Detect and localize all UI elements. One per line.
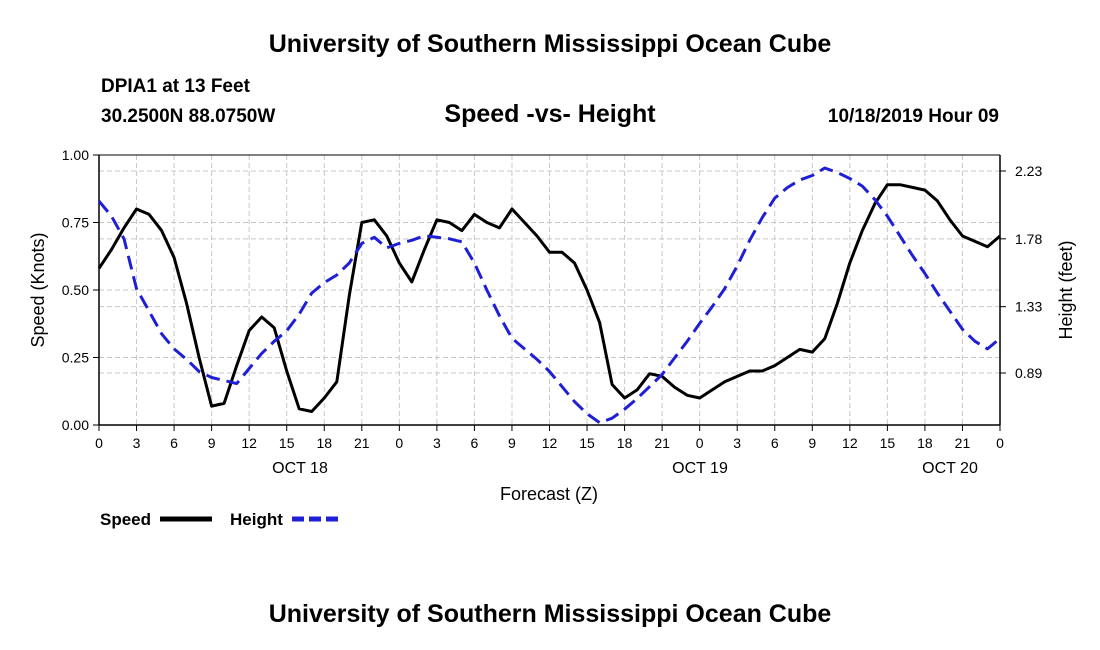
x-tick-label: 21 <box>354 435 370 451</box>
x-tick-label: 9 <box>508 435 516 451</box>
x-tick-label: 0 <box>395 435 403 451</box>
legend-height-label: Height <box>230 510 283 529</box>
y2-tick-label: 2.23 <box>1015 163 1042 179</box>
y2-tick-label: 0.89 <box>1015 365 1042 381</box>
x-tick-label: 9 <box>208 435 216 451</box>
x-tick-label: 0 <box>95 435 103 451</box>
y-tick-label: 0.50 <box>62 282 89 298</box>
x-tick-label: 15 <box>880 435 896 451</box>
x-tick-label: 12 <box>842 435 858 451</box>
bottom-title: University of Southern Mississippi Ocean… <box>268 600 832 628</box>
x-tick-label: 18 <box>917 435 933 451</box>
x-tick-label: 3 <box>133 435 141 451</box>
x-tick-label: 6 <box>170 435 178 451</box>
speed-series-line <box>97 183 1001 413</box>
y2-axis-title: Height (feet) <box>1056 240 1076 339</box>
y-tick-label: 0.25 <box>62 350 89 366</box>
x-tick-label: 0 <box>696 435 704 451</box>
y2-tick-label: 1.33 <box>1015 299 1042 315</box>
x-tick-label: 9 <box>808 435 816 451</box>
x-tick-label: 3 <box>433 435 441 451</box>
x-tick-label: 21 <box>654 435 670 451</box>
x-tick-label: 15 <box>279 435 295 451</box>
coordinates-label: 30.2500N 88.0750W <box>101 106 276 127</box>
y-tick-label: 0.00 <box>62 417 89 433</box>
y-axis-title: Speed (Knots) <box>28 232 48 347</box>
date-hour-label: 10/18/2019 Hour 09 <box>827 106 999 127</box>
x-tick-label: 3 <box>733 435 741 451</box>
y-tick-label: 1.00 <box>62 147 89 163</box>
x-tick-label: 21 <box>955 435 971 451</box>
chart-title: Speed -vs- Height <box>444 100 656 128</box>
x-tick-label: 12 <box>542 435 558 451</box>
x-axis-title: Forecast (Z) <box>500 484 598 504</box>
x-tick-label: 6 <box>771 435 779 451</box>
date-label: OCT 18 <box>272 460 328 477</box>
x-tick-label: 18 <box>617 435 633 451</box>
x-tick-label: 18 <box>316 435 332 451</box>
x-tick-label: 12 <box>241 435 257 451</box>
top-title: University of Southern Mississippi Ocean… <box>268 30 832 58</box>
y-tick-label: 0.75 <box>62 215 89 231</box>
date-label: OCT 19 <box>672 460 728 477</box>
x-tick-label: 15 <box>579 435 595 451</box>
date-label: OCT 20 <box>922 460 978 477</box>
legend-speed-label: Speed <box>100 510 151 529</box>
y2-tick-label: 1.78 <box>1015 231 1042 247</box>
x-tick-label: 0 <box>996 435 1004 451</box>
x-tick-label: 6 <box>471 435 479 451</box>
station-label: DPIA1 at 13 Feet <box>101 76 250 97</box>
